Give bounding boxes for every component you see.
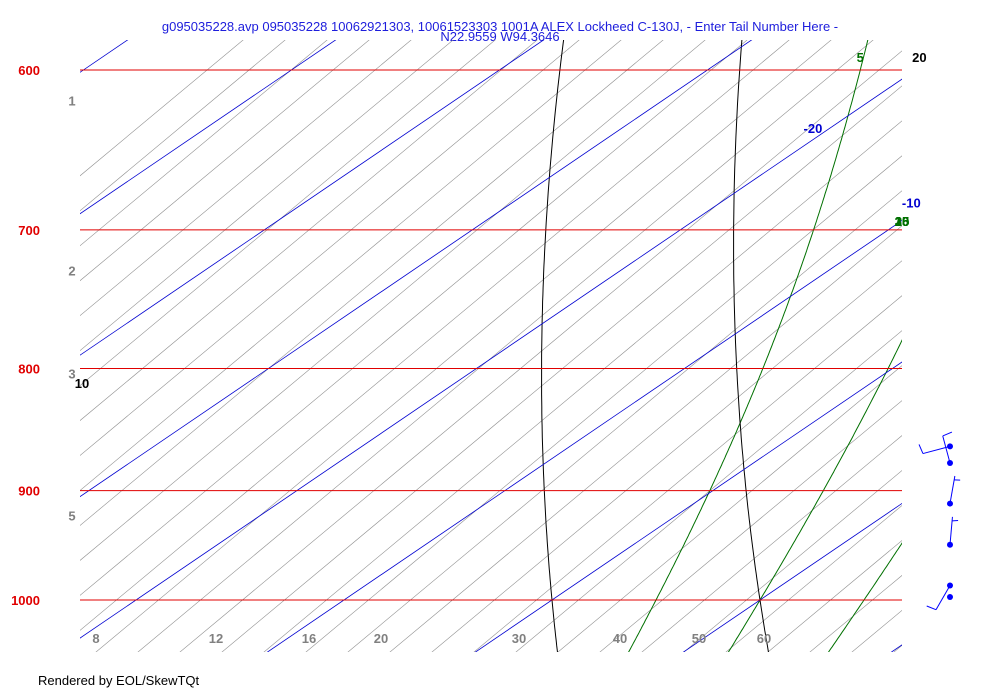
dry-adiabat-line xyxy=(541,40,565,652)
wind-barb-staff xyxy=(949,516,953,545)
axis-labels: 60070080090010001235-20-1001020304010203… xyxy=(11,50,927,646)
pressure-label: 600 xyxy=(18,63,40,78)
mixing-ratio-line xyxy=(80,40,664,526)
mixing-ratio-line xyxy=(473,295,902,652)
mixing-ratio-line xyxy=(137,40,874,652)
mixing-ratio-line xyxy=(80,40,454,352)
mixing-ratio-label: 50 xyxy=(692,631,706,646)
isotherms xyxy=(80,40,902,652)
footer-credit: Rendered by EOL/SkewTQt xyxy=(38,673,200,688)
mixing-ratio-label: 16 xyxy=(302,631,316,646)
mixing-ratio-label: 12 xyxy=(209,631,223,646)
mixing-ratio-line xyxy=(80,40,328,247)
height-label: 5 xyxy=(68,509,75,524)
wind-barb-staff xyxy=(942,435,951,464)
mixing-ratio-line xyxy=(179,50,902,652)
moist-adiabat-label: 15 xyxy=(895,214,909,229)
wind-barb-station xyxy=(947,593,953,600)
isotherm-line xyxy=(80,40,545,356)
height-label: 2 xyxy=(68,264,75,279)
mixing-ratio-line xyxy=(263,120,902,652)
mixing-ratio-line xyxy=(347,190,902,652)
height-label: 3 xyxy=(68,367,75,382)
isotherm-line xyxy=(80,40,129,73)
mixing-ratio-line xyxy=(80,40,622,491)
isotherm-line xyxy=(80,78,902,639)
moist-adiabat-line xyxy=(827,542,902,652)
mixing-ratio-label: 20 xyxy=(374,631,388,646)
mixing-ratio-label: 30 xyxy=(512,631,526,646)
mixing-ratio-line xyxy=(80,40,244,177)
moist-adiabat-label: 20 xyxy=(895,214,909,229)
mixing-ratio-line xyxy=(80,40,496,386)
moist-adiabat-label: 30 xyxy=(895,214,909,229)
mixing-ratio-line xyxy=(641,435,902,652)
mixing-ratio-line xyxy=(515,330,902,652)
mixing-ratio-line xyxy=(221,85,902,652)
mixing-ratio-label: 40 xyxy=(613,631,627,646)
mixing-ratio-line xyxy=(80,40,748,596)
mixing-ratio-line xyxy=(725,505,902,652)
mixing-ratio-line xyxy=(962,17,1000,666)
pressure-label: 700 xyxy=(18,223,40,238)
mixing-ratio-lines xyxy=(80,17,1000,666)
mixing-ratio-label: 60 xyxy=(757,631,771,646)
wind-barb-flag xyxy=(918,444,924,454)
mixing-ratio-line xyxy=(80,40,286,212)
isotherm-label: -20 xyxy=(804,121,823,136)
moist-adiabat-line xyxy=(628,40,869,652)
isotherm-line xyxy=(682,502,902,652)
height-label: 1 xyxy=(68,94,75,109)
moist-adiabat-label: 10 xyxy=(895,214,909,229)
mixing-ratio-line xyxy=(920,17,1000,666)
mixing-ratio-line xyxy=(80,40,706,561)
mixing-ratio-line xyxy=(683,470,902,652)
dry-adiabats xyxy=(541,17,983,666)
isotherm-line xyxy=(80,40,337,215)
mixing-ratio-line xyxy=(809,575,902,652)
wind-barb-flag xyxy=(942,431,953,437)
dry-adiabat-line xyxy=(919,17,983,666)
chart-title-line-1: g095035228.avp 095035228 10062921303, 10… xyxy=(161,19,839,34)
dry-adiabat-line xyxy=(733,40,769,652)
mixing-ratio-line xyxy=(95,40,832,652)
wind-barb-staff xyxy=(949,475,956,504)
wind-barbs xyxy=(918,431,961,611)
pressure-label: 1000 xyxy=(11,593,40,608)
moist-adiabat-line xyxy=(920,17,1000,665)
mixing-ratio-line xyxy=(80,40,370,282)
mixing-ratio-line xyxy=(80,40,580,456)
mixing-ratio-line xyxy=(599,400,902,652)
dry-adiabat-label: 10 xyxy=(75,376,89,391)
mixing-ratio-line xyxy=(80,40,412,317)
mixing-ratio-line xyxy=(389,225,902,652)
moist-adiabats xyxy=(628,17,1000,665)
mixing-ratio-line xyxy=(893,644,902,652)
pressure-label: 900 xyxy=(18,484,40,499)
mixing-ratio-line xyxy=(80,40,538,421)
wind-barb-staff xyxy=(935,585,951,610)
wind-barb-flag xyxy=(926,605,937,611)
isotherm-line xyxy=(890,644,902,652)
isotherm-line xyxy=(474,361,902,652)
moist-adiabat-label: 25 xyxy=(895,214,909,229)
mixing-ratio-line xyxy=(80,40,790,631)
moist-adiabat-label: 5 xyxy=(857,50,864,65)
dry-adiabat-label: 20 xyxy=(912,50,926,65)
isotherm-line xyxy=(80,40,753,498)
mixing-ratio-line xyxy=(305,155,902,652)
pressure-label: 800 xyxy=(18,361,40,376)
mixing-ratio-label: 8 xyxy=(92,631,99,646)
chart-title-line-2: N22.9559 W94.3646 xyxy=(440,29,560,44)
isotherm-line xyxy=(266,220,902,652)
mixing-ratio-line xyxy=(851,609,902,652)
mixing-ratio-line xyxy=(767,540,902,652)
mixing-ratio-line xyxy=(431,260,902,652)
moist-adiabat-label: 35 xyxy=(895,214,909,229)
isotherm-label: -10 xyxy=(902,196,921,211)
mixing-ratio-line xyxy=(557,365,902,652)
moist-adiabat-line xyxy=(727,339,902,652)
isobars xyxy=(80,69,902,601)
